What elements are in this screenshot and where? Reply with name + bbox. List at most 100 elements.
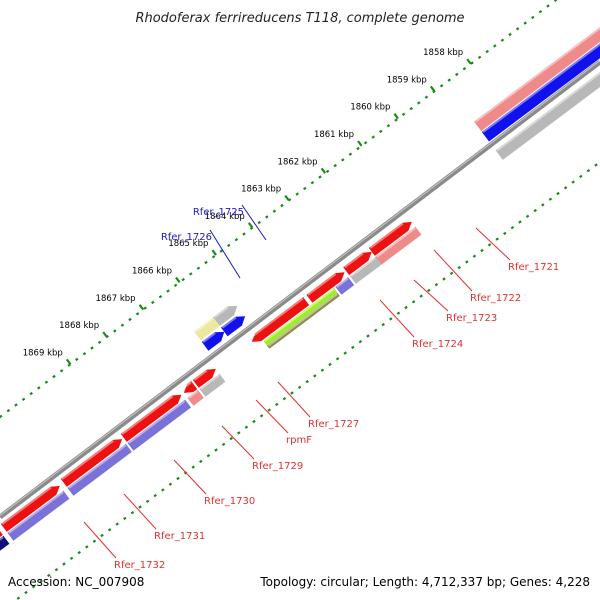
outer-track-dot	[500, 38, 505, 42]
outer-track-dot	[227, 243, 231, 248]
gene-rfer-1730	[60, 439, 123, 487]
genome-backbone-highlight	[0, 60, 600, 516]
outer-track-dot	[113, 329, 117, 333]
leader-line	[173, 459, 207, 495]
tick-label: 1863 kbp	[241, 185, 281, 195]
major-tick	[211, 249, 217, 256]
gene-rfer-1731-shine	[1, 486, 52, 525]
outer-track-dot	[531, 15, 535, 20]
outer-track-dot	[356, 146, 360, 151]
inner-track-dot	[153, 493, 157, 498]
genome-summary: Topology: circular; Length: 4,712,337 bp…	[259, 575, 590, 589]
gene-rfer-1731-lower	[7, 490, 70, 541]
inner-track-dot	[54, 568, 59, 572]
outer-track-dot	[515, 27, 520, 31]
feature-track	[0, 26, 600, 551]
inner-track-dot	[442, 277, 446, 281]
outer-track-dot	[52, 374, 56, 379]
outer-track-dot	[379, 129, 383, 134]
inner-track-dot	[548, 197, 553, 201]
outer-track-dot	[538, 10, 543, 14]
gene-rfer-1727-lower	[199, 373, 226, 397]
inner-track-dot	[556, 191, 560, 196]
major-tick	[466, 58, 472, 65]
outer-track-dot	[181, 277, 185, 282]
inner-track-dot	[396, 311, 401, 315]
inner-track-dot	[525, 214, 530, 218]
inner-track-dot	[176, 476, 180, 481]
inner-track-dot	[237, 431, 241, 435]
inner-track-dot	[381, 322, 385, 327]
inner-track-dot	[541, 203, 545, 207]
inner-track-dot	[480, 248, 484, 253]
gene-rfer-1727-lower-shine	[200, 374, 220, 390]
inner-track-dot	[275, 402, 279, 407]
gene-rfer-1725-yellow	[194, 317, 220, 341]
inner-track-dot	[335, 357, 340, 361]
outer-track-dot	[59, 369, 64, 373]
tick-label: 1858 kbp	[423, 48, 463, 58]
inner-track-dot	[282, 397, 287, 401]
inner-track-dot	[297, 385, 302, 389]
leader-line	[433, 249, 473, 292]
gene-rfer-1721-lower	[375, 226, 422, 265]
outer-track-dot	[265, 215, 269, 219]
gene-rfer-1727	[192, 368, 216, 388]
outer-track-dot	[44, 380, 49, 384]
inner-track-dot	[594, 163, 598, 167]
inner-track-dot	[351, 345, 355, 350]
outer-track-dot	[173, 283, 178, 287]
gene-rfer-1731-lower-shine	[8, 491, 64, 534]
outer-track-dot	[242, 232, 246, 236]
gene-label: Rfer_1731	[154, 531, 205, 542]
gene-rfer-1727-shine	[193, 369, 208, 381]
gene-rfer-1722	[343, 251, 372, 276]
outer-track-dot	[508, 32, 512, 37]
inner-track-dot	[457, 265, 461, 270]
tick-labels: 1858 kbp 1859 kbp 1860 kbp 1861 kbp 1862 kbp…	[23, 48, 463, 358]
outer-track-dot	[151, 300, 155, 305]
inner-track-dot	[85, 545, 89, 549]
outer-track-dot	[21, 397, 26, 401]
inner-track-dot	[77, 550, 81, 555]
gene-rpmf	[183, 381, 198, 393]
major-tick	[138, 304, 145, 311]
inner-track-dot	[358, 340, 363, 344]
tick-label: 1869 kbp	[23, 348, 63, 358]
major-tick	[393, 113, 399, 120]
gene-rfer-1725-shine	[214, 306, 229, 319]
outer-track-dot	[303, 186, 307, 191]
feature-blue-long-shine	[482, 43, 600, 133]
gene-rfer-1731	[0, 485, 60, 532]
tick-label: 1868 kbp	[59, 321, 99, 331]
gene-rfer-1722-lower-shine	[350, 257, 376, 277]
leader-line	[379, 299, 415, 338]
gene-label: rpmF	[286, 435, 312, 446]
gene-rfer-1723-shine	[307, 273, 337, 296]
map-title: Rhodoferax ferrireducens T118, complete …	[135, 11, 464, 26]
outer-track-dot	[211, 255, 216, 259]
outer-track-dot	[280, 203, 284, 208]
outer-track-dot	[82, 352, 87, 356]
gene-rfer-1732	[0, 531, 3, 538]
inner-track-dot	[434, 283, 439, 287]
gene-rfer-1724	[251, 297, 310, 342]
tick-label: 1862 kbp	[278, 157, 318, 167]
gene-rfer-1726-left	[201, 331, 225, 351]
outer-track-dot	[455, 72, 459, 77]
gene-rfer-1724-shadow-shine	[267, 293, 338, 347]
major-tick	[429, 85, 436, 92]
feature-blue-long	[481, 43, 600, 142]
outer-track-dot	[371, 135, 375, 139]
tick-label: 1859 kbp	[387, 75, 427, 85]
inner-track-dot	[221, 442, 226, 446]
inner-track-dot	[563, 186, 568, 190]
inner-track-dot	[343, 351, 347, 355]
outer-track-dot	[14, 403, 18, 407]
outer-track-dot	[462, 67, 467, 71]
inner-track-dot	[115, 522, 119, 526]
gene-rfer-1723-lower	[335, 277, 355, 295]
tick-label: 1860 kbp	[350, 103, 390, 113]
outer-track-dot	[143, 306, 147, 310]
tick-label: 1865 kbp	[168, 239, 208, 249]
